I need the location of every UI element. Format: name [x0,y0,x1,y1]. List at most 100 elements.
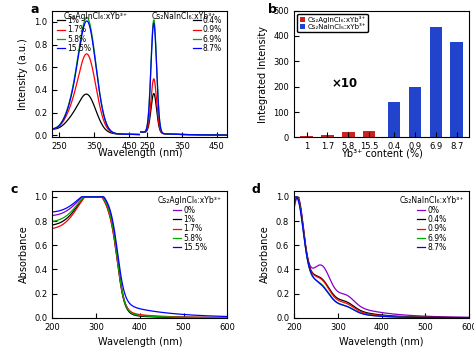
5.8% [108,129,114,133]
6.9% [442,316,448,320]
Text: a: a [30,3,39,16]
Bar [429,27,442,138]
8.7% [203,133,209,137]
Legend: 0.4%, 0.9%, 6.9%, 8.7%: 0.4%, 0.9%, 6.9%, 8.7% [191,14,224,55]
15.5% [101,114,107,118]
Bar [409,87,421,138]
6.9% [398,315,403,319]
Line: 0.9%: 0.9% [140,79,228,135]
0% [182,315,188,319]
Text: Cs₂NaInCl₆:xYb³⁺: Cs₂NaInCl₆:xYb³⁺ [151,12,216,21]
Legend: 0%, 0.4%, 0.9%, 6.9%, 8.7%: 0%, 0.4%, 0.9%, 6.9%, 8.7% [398,195,465,253]
Line: 0.4%: 0.4% [140,94,228,135]
8.7% [225,133,230,137]
8.7% [177,132,182,137]
6.9% [302,242,308,246]
0% [80,195,85,199]
0.4% [203,133,209,137]
15.5% [79,195,84,199]
15.5% [182,312,188,317]
8.7% [153,38,158,43]
6.9% [189,133,194,137]
1.7% [84,52,90,56]
6.9% [225,133,230,137]
1.7% [225,316,230,320]
8.7% [196,133,201,137]
1% [161,315,167,319]
Text: b: b [268,3,277,16]
0% [398,312,403,317]
1% [225,316,230,320]
15.5% [60,208,66,212]
1.7% [201,315,206,319]
1% [201,316,206,320]
5.8% [49,127,55,131]
15.5% [65,107,71,111]
1.7% [60,222,66,227]
5.8% [89,32,95,37]
0.4% [153,98,158,102]
5.8% [101,113,107,118]
0.4% [302,239,308,244]
5.8% [116,132,121,136]
0% [201,315,206,319]
5.8% [84,15,90,19]
1% [60,219,66,223]
1% [83,92,89,96]
0.4% [291,201,297,205]
6.9% [291,198,297,202]
15.5% [116,132,121,136]
8.7% [151,21,157,25]
0.9% [403,315,409,319]
5.8% [137,132,143,137]
1% [108,131,114,135]
15.5% [89,36,95,40]
Line: 0.4%: 0.4% [294,197,469,318]
0.9% [151,77,157,81]
Bar [300,136,313,138]
Line: 0%: 0% [52,197,228,318]
6.9% [151,18,157,22]
6.9% [137,130,143,134]
Text: c: c [10,183,18,196]
1% [65,118,71,122]
8.7% [160,131,165,135]
8.7% [291,196,297,200]
1% [82,195,87,199]
1.7% [49,226,55,231]
0.4% [424,315,430,319]
0.4% [466,316,472,320]
6.9% [293,195,299,199]
0% [466,315,472,319]
Line: 6.9%: 6.9% [294,197,469,318]
1% [101,125,107,130]
8.7% [189,133,194,137]
6.9% [466,316,472,320]
0% [403,313,409,317]
Bar [450,42,463,138]
8.7% [424,316,430,320]
0.4% [442,315,448,319]
5.8% [201,315,206,319]
Legend: 1%, 1.7%, 5.8%, 15.5%: 1%, 1.7%, 5.8%, 15.5% [56,14,93,55]
0.4% [151,91,157,96]
Y-axis label: Integrated Intensity: Integrated Intensity [258,25,268,122]
8.7% [393,315,399,319]
6.9% [393,315,399,319]
0.4% [177,132,182,137]
Line: 1%: 1% [52,197,228,318]
8.7% [466,316,472,320]
1.7% [151,314,157,318]
0.4% [196,133,201,137]
Bar [342,132,355,138]
15.5% [161,311,167,315]
0.9% [189,133,194,137]
Line: 1%: 1% [52,94,140,134]
15.5% [84,19,90,23]
Line: 1.7%: 1.7% [52,197,228,318]
0.9% [302,240,308,244]
Y-axis label: Intensity (a.u.): Intensity (a.u.) [18,38,28,110]
Line: 5.8%: 5.8% [52,197,228,318]
0.9% [153,85,158,90]
Text: Cs₂AgInCl₆:xYb³⁺: Cs₂AgInCl₆:xYb³⁺ [64,12,128,21]
